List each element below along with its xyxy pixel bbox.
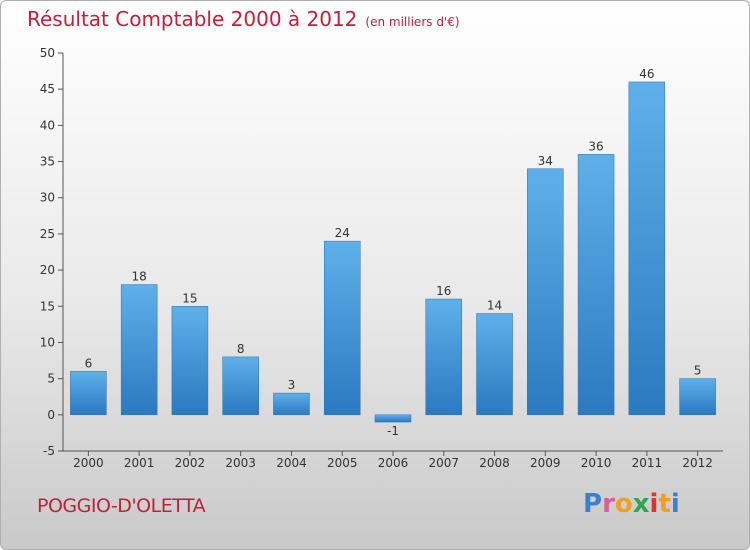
x-tick-label: 2006 (378, 456, 409, 470)
data-label: 18 (132, 270, 147, 284)
bar (425, 298, 463, 416)
x-tick-label: 2000 (73, 456, 104, 470)
bar (70, 371, 107, 416)
logo-letter: P (583, 489, 603, 519)
y-tick-label: 20 (40, 263, 55, 277)
x-tick-label: 2010 (581, 456, 612, 470)
data-label: 16 (436, 284, 451, 298)
x-tick-label: 2008 (479, 456, 510, 470)
chart-title: Résultat Comptable 2000 à 2012 (en millie… (27, 7, 460, 31)
logo-letter: i (670, 489, 680, 519)
logo-letter: i (649, 489, 659, 519)
logo-letter: x (632, 489, 650, 519)
proxiti-logo: Proxiti (583, 489, 680, 519)
x-tick-label: 2007 (428, 456, 459, 470)
bar (628, 81, 666, 416)
bar (323, 240, 361, 416)
data-labels: 6 18 15 8 3 24 -1 16 14 34 36 46 5 (85, 67, 702, 438)
x-tick-label: 2005 (327, 456, 358, 470)
y-tick-label: 5 (47, 372, 55, 386)
data-label: 34 (538, 154, 553, 168)
x-tick-label: 2002 (175, 456, 206, 470)
x-tick-label: 2012 (682, 456, 713, 470)
y-tick-label: 15 (40, 299, 55, 313)
data-label: 46 (639, 67, 654, 81)
chart-subtitle: (en milliers d'€) (365, 15, 460, 29)
logo-letter: t (658, 489, 671, 519)
data-label: -1 (387, 424, 399, 438)
bars (70, 81, 716, 423)
data-label: 6 (85, 356, 93, 370)
y-tick-label: 0 (47, 408, 55, 422)
data-label: 36 (588, 139, 603, 153)
commune-name: POGGIO-D'OLETTA (37, 495, 206, 517)
bar (527, 168, 564, 416)
y-tick-label: 30 (40, 191, 55, 205)
y-tick-label: 40 (40, 118, 55, 132)
y-tick-label: 45 (40, 82, 55, 96)
y-tick-label: -5 (43, 444, 55, 458)
bar (171, 306, 209, 416)
data-label: 15 (182, 291, 197, 305)
y-tick-label: 35 (40, 155, 55, 169)
x-tick-label: 2001 (124, 456, 155, 470)
bar (374, 414, 412, 423)
x-tick-label: 2009 (530, 456, 561, 470)
x-tick-label: 2003 (225, 456, 256, 470)
data-label: 14 (487, 299, 502, 313)
x-tick-label: 2011 (632, 456, 663, 470)
y-tick-label: 25 (40, 227, 55, 241)
bar (222, 356, 259, 416)
x-tick-label: 2004 (276, 456, 307, 470)
y-tick-label: 10 (40, 335, 55, 349)
data-label: 5 (694, 364, 702, 378)
bar (577, 154, 615, 416)
bar (120, 284, 158, 416)
logo-letter: r (602, 489, 615, 519)
y-tick-label: 50 (40, 46, 55, 60)
data-label: 3 (288, 378, 296, 392)
bar (679, 378, 716, 416)
bar (273, 392, 310, 416)
data-label: 24 (335, 226, 350, 240)
bar (476, 313, 513, 416)
logo-letter: o (614, 489, 633, 519)
data-label: 8 (237, 342, 245, 356)
